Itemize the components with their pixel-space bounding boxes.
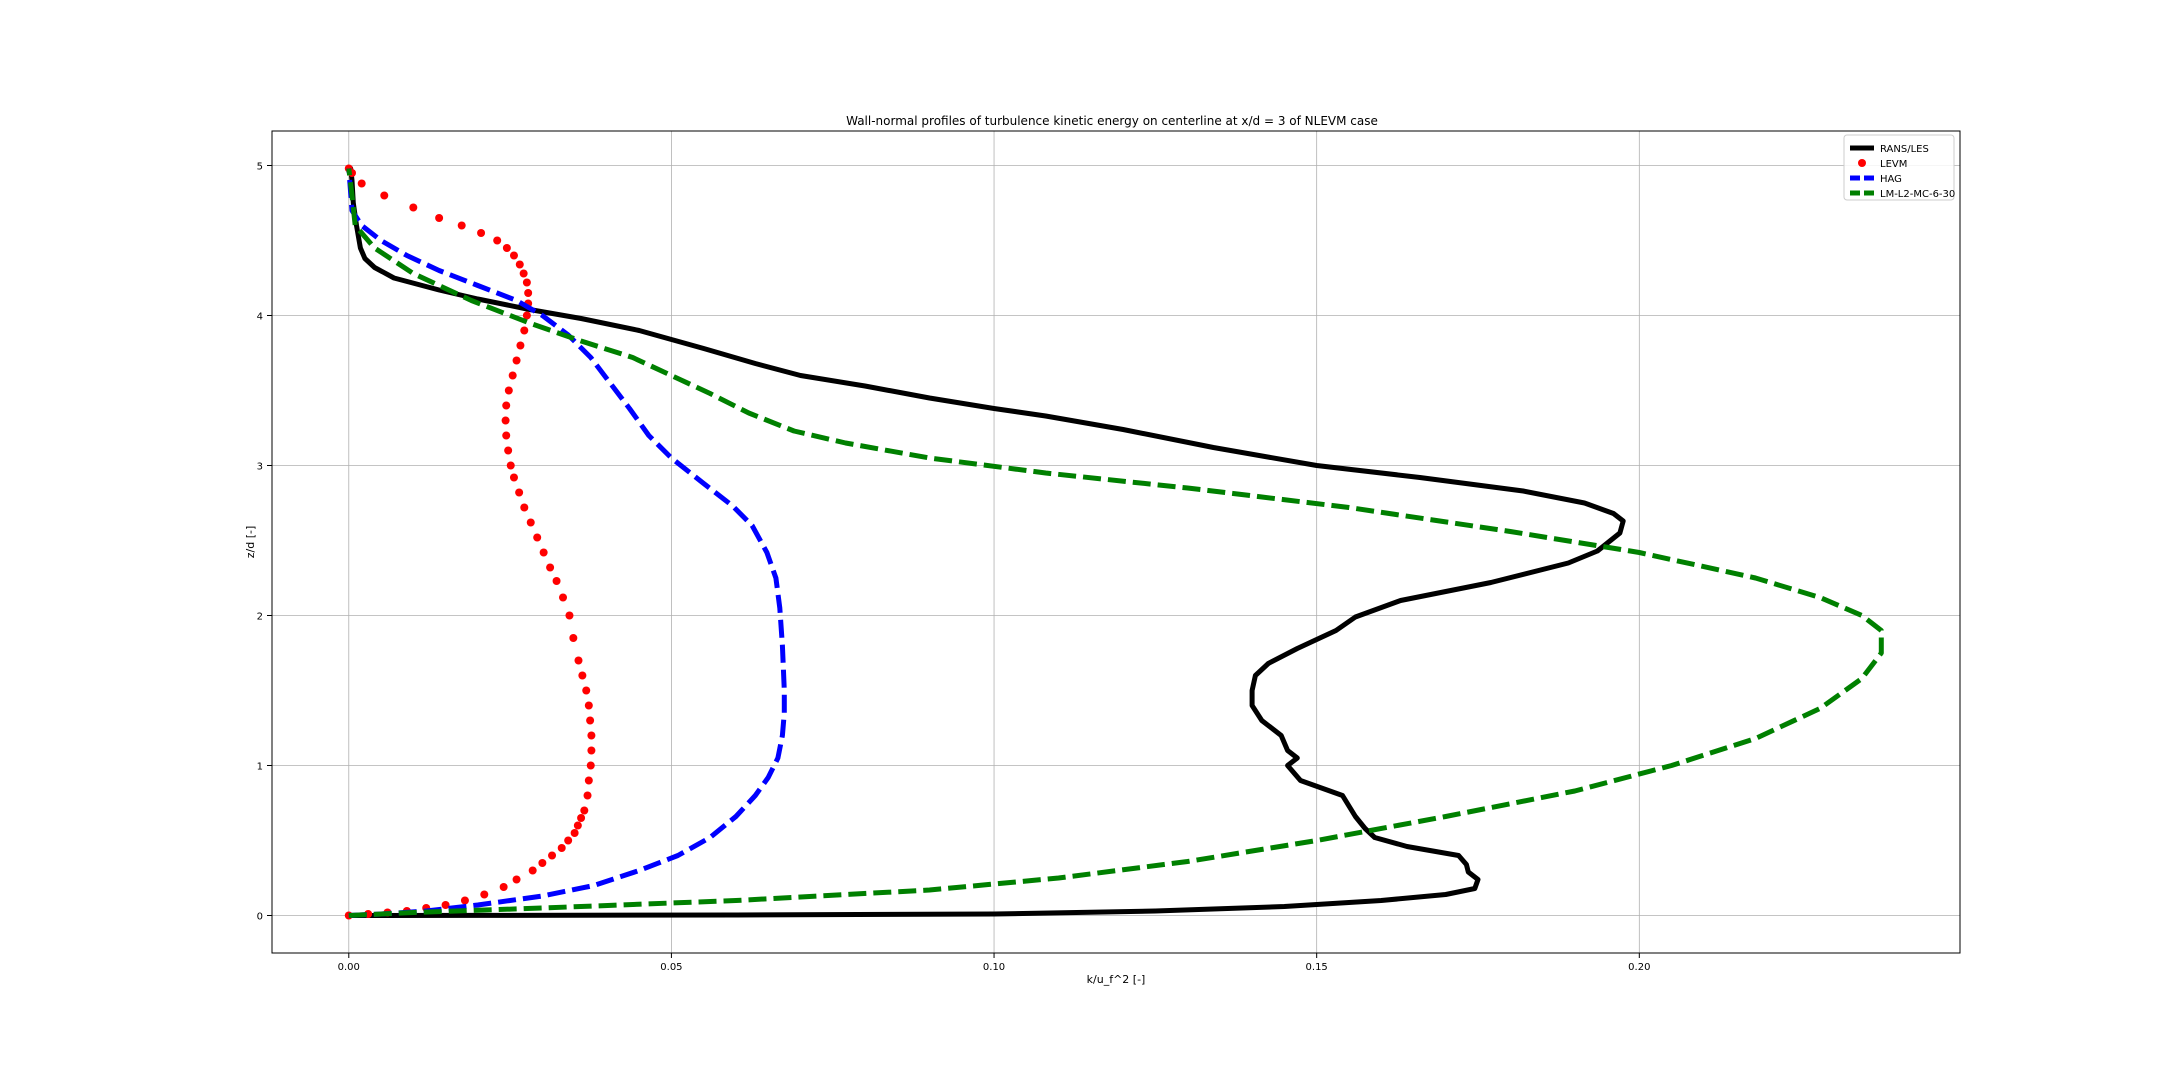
data-point [457, 221, 466, 230]
series-line-rans-les [348, 166, 1626, 918]
data-point [522, 311, 531, 320]
data-point [509, 473, 518, 482]
data-point [477, 229, 486, 237]
y-axis-label: z/d [-] [244, 526, 257, 559]
data-point [515, 260, 524, 269]
data-point [357, 179, 366, 188]
data-point [584, 776, 593, 785]
data-point [512, 356, 521, 365]
data-point [480, 890, 489, 899]
x-tick-label: 0.05 [660, 962, 682, 973]
data-point [512, 875, 521, 884]
data-point [570, 829, 579, 837]
legend-box [1843, 134, 1955, 201]
data-point [460, 896, 469, 905]
y-tick-label: 1 [257, 762, 263, 773]
legend-label-levm: LEVM [1880, 159, 1907, 170]
legend-label-rans-les: RANS/LES [1880, 144, 1929, 155]
y-tick-label: 2 [257, 612, 263, 623]
series-line-hag [346, 168, 787, 918]
data-point [586, 716, 595, 725]
data-point [559, 593, 568, 602]
y-tick-label: 3 [257, 462, 263, 473]
legend-label-lm-l2-mc-6-30: LM-L2-MC-6-30 [1880, 189, 1955, 200]
data-point [520, 326, 529, 335]
data-point [587, 746, 596, 755]
data-point [546, 563, 555, 572]
data-point [515, 488, 524, 497]
y-tick-label: 0 [257, 912, 263, 923]
data-point [520, 503, 529, 512]
data-point [578, 671, 587, 680]
data-point [504, 446, 513, 455]
data-point [586, 761, 595, 770]
data-point [380, 191, 389, 200]
x-tick-label: 0.10 [983, 962, 1005, 973]
data-point [565, 611, 574, 620]
data-point [584, 701, 593, 710]
data-point [409, 203, 418, 212]
data-point [502, 244, 511, 252]
x-tick-label: 0.15 [1306, 962, 1328, 973]
legend-marker-levm [1858, 159, 1866, 167]
data-point [509, 251, 518, 260]
x-axis-label: k/u_f^2 [-] [1087, 973, 1146, 986]
x-tick-label: 0.00 [338, 962, 360, 973]
grid-lines [272, 131, 1960, 953]
data-point [508, 371, 517, 380]
data-point [557, 844, 566, 852]
data-point [516, 341, 525, 350]
data-point [502, 431, 511, 440]
legend: RANS/LES LEVM HAG LM-L2-MC-6-30 [1843, 134, 1955, 201]
chart-title: Wall-normal profiles of turbulence kinet… [846, 114, 1378, 128]
data-point [506, 461, 515, 470]
data-point [569, 634, 578, 642]
data-point [564, 836, 573, 845]
data-point [441, 901, 450, 909]
data-point [552, 577, 561, 585]
data-point [533, 533, 542, 542]
data-point [435, 214, 444, 222]
data-point [573, 821, 582, 830]
axis-ticks: 0.00 0.05 0.10 0.15 0.20 0 1 2 3 4 5 [257, 162, 1651, 974]
data-point [587, 731, 596, 740]
series-levm [344, 164, 596, 920]
data-point [526, 518, 535, 527]
series-layer [344, 164, 1884, 920]
data-point [501, 416, 510, 425]
data-point [528, 866, 537, 875]
data-point [580, 806, 589, 815]
data-point [577, 814, 586, 822]
data-point [583, 791, 592, 800]
data-point [493, 236, 502, 245]
y-tick-label: 4 [257, 312, 263, 323]
data-point [548, 851, 557, 860]
data-point [574, 656, 583, 665]
data-point [504, 386, 513, 395]
data-point [539, 548, 548, 557]
data-point [524, 289, 533, 297]
data-point [502, 401, 511, 410]
y-tick-label: 5 [257, 162, 263, 173]
legend-label-hag: HAG [1880, 174, 1902, 185]
data-point [499, 883, 508, 891]
data-point [582, 686, 591, 695]
data-point [519, 269, 528, 278]
axes-frame [271, 130, 1961, 954]
data-point [522, 278, 531, 287]
series-line-lm-l2-mc-6-30 [346, 168, 1884, 918]
x-tick-label: 0.20 [1628, 962, 1650, 973]
data-point [538, 859, 547, 867]
